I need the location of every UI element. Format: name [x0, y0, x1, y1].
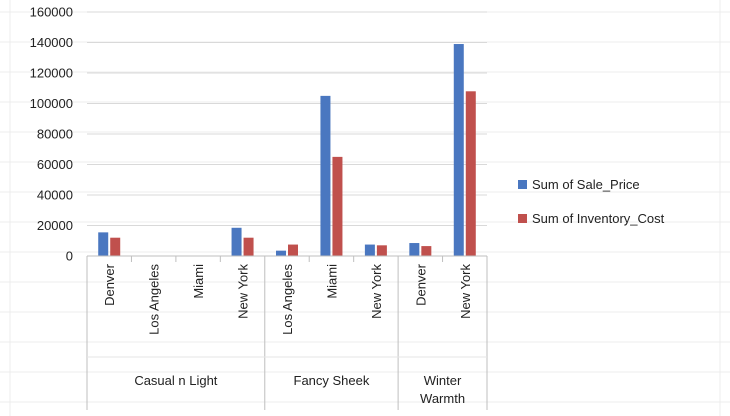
- x-category-label: Denver: [413, 263, 428, 306]
- legend[interactable]: Sum of Sale_Price Sum of Inventory_Cost: [518, 177, 665, 226]
- y-gridlines: [87, 11, 487, 257]
- bar-sale-price: [409, 243, 420, 256]
- bar-sale-price: [320, 95, 331, 256]
- bar-inventory-cost: [288, 244, 298, 256]
- y-axis-ticks: 0 20000 40000 60000 80000 100000 120000 140000 1…: [30, 5, 73, 264]
- y-tick-label: 0: [66, 249, 73, 264]
- bar-inventory-cost: [332, 156, 343, 256]
- x-category-label: New York: [369, 264, 384, 319]
- bar-inventory-cost: [465, 91, 476, 256]
- x-category-label: Denver: [102, 263, 117, 306]
- x-group-label: Casual n Light: [134, 373, 217, 388]
- x-category-label: Los Angeles: [280, 264, 295, 335]
- bar-inventory-cost: [421, 246, 432, 256]
- legend-swatch: [518, 180, 527, 189]
- legend-swatch: [518, 214, 527, 223]
- y-tick-label: 20000: [37, 218, 73, 233]
- x-group-label: Fancy Sheek: [294, 373, 370, 388]
- bar-sale-price: [231, 227, 242, 256]
- y-tick-label: 140000: [30, 35, 73, 50]
- y-tick-label: 160000: [30, 5, 73, 20]
- bar-sale-price: [276, 250, 286, 256]
- legend-label: Sum of Sale_Price: [532, 177, 640, 192]
- y-tick-label: 60000: [37, 157, 73, 172]
- bar-inventory-cost: [376, 245, 387, 256]
- y-tick-label: 40000: [37, 188, 73, 203]
- x-category-label: New York: [458, 264, 473, 319]
- x-category-label: Miami: [324, 264, 339, 299]
- y-tick-label: 100000: [30, 96, 73, 111]
- x-category-label: Los Angeles: [147, 264, 162, 335]
- x-category-label: Miami: [191, 264, 206, 299]
- y-tick-label: 80000: [37, 127, 73, 142]
- x-axis: Denver Los Angeles Miami New York Los Angele…: [86, 255, 488, 410]
- bar-sale-price: [98, 232, 109, 256]
- x-category-label: New York: [236, 264, 251, 319]
- bar-sale-price: [453, 44, 464, 257]
- legend-label: Sum of Inventory_Cost: [532, 211, 665, 226]
- bar-sale-price: [364, 244, 375, 256]
- x-group-label: Winter Warmth: [420, 373, 465, 406]
- bar-inventory-cost: [243, 237, 254, 256]
- bars: [98, 44, 476, 257]
- y-tick-label: 120000: [30, 66, 73, 81]
- bar-inventory-cost: [110, 237, 121, 256]
